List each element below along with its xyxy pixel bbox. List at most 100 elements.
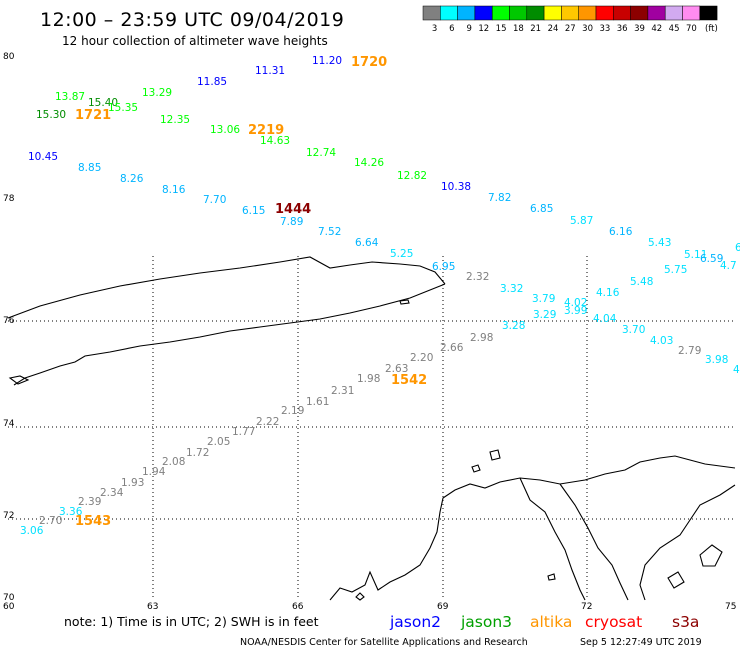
legend-label: 6 — [449, 24, 454, 34]
swh-observation: 3.98 — [705, 354, 728, 366]
swh-observation: 1.72 — [186, 447, 209, 459]
swh-observation: 1.77 — [232, 426, 255, 438]
swh-observation: 2.79 — [678, 345, 701, 357]
coastline — [7, 256, 736, 601]
footer-timestamp: Sep 5 12:27:49 UTC 2019 — [580, 637, 702, 648]
legend-swatch — [613, 5, 631, 21]
swh-observation: 3.29 — [533, 309, 556, 321]
legend-label: 9 — [466, 24, 471, 34]
lon-label-72: 72 — [581, 602, 592, 612]
legend-label: 15 — [496, 24, 507, 34]
legend-label: 24 — [548, 24, 559, 34]
swh-observation: 2.39 — [78, 496, 101, 508]
swh-observation: 4.16 — [596, 287, 620, 299]
swh-observation: 15.40 — [88, 97, 118, 109]
legend-swatch — [509, 5, 528, 21]
footer-agency: NOAA/NESDIS Center for Satellite Applica… — [240, 637, 528, 648]
swh-observation: 2.19 — [281, 405, 304, 417]
swh-observation: 8.16 — [162, 184, 186, 196]
legend-label: 70 — [686, 24, 697, 34]
satellite-legend-jason2: jason2 — [389, 613, 441, 631]
novaya-zemlya-north-coast — [7, 256, 446, 319]
swh-observation: 3.06 — [20, 525, 44, 537]
swh-observation: 15.35 — [108, 102, 138, 114]
footnote: note: 1) Time is in UTC; 2) SWH is in fe… — [64, 614, 319, 629]
legend-label: 12 — [478, 24, 489, 34]
legend-swatch — [543, 5, 562, 21]
lat-label-72: 72 — [3, 511, 14, 521]
legend-label: 3 — [432, 24, 437, 34]
swh-observation: 6.95 — [432, 261, 455, 273]
swh-observation: 5.43 — [648, 237, 671, 249]
mainland-inlet — [519, 477, 586, 601]
lon-labels: 60 63 66 69 72 75 — [3, 602, 736, 612]
swh-observation: 2.98 — [470, 332, 493, 344]
swh-observation: 4.03 — [650, 335, 673, 347]
swh-observation: 10.45 — [28, 151, 58, 163]
legend-swatch — [682, 5, 701, 21]
lon-label-66: 66 — [292, 602, 304, 612]
swh-observation: 6.64 — [355, 237, 379, 249]
island-south — [547, 573, 556, 581]
legend-swatch — [561, 5, 579, 21]
legend-swatch — [595, 5, 614, 21]
graticule — [8, 256, 735, 600]
lat-label-80: 80 — [3, 52, 15, 62]
mainland-coast — [329, 455, 736, 601]
lat-label-74: 74 — [3, 419, 15, 429]
orbit-number-label: 1721 — [75, 108, 111, 123]
swh-observation: 4.02 — [564, 297, 587, 309]
swh-observation: 13.29 — [142, 87, 172, 99]
island-small-1 — [8, 375, 30, 385]
swh-observation: 7.82 — [488, 192, 511, 204]
map-subtitle: 12 hour collection of altimeter wave hei… — [62, 34, 328, 48]
satellite-legend-cryosat: cryosat — [585, 613, 642, 631]
swh-observation: 12.82 — [397, 170, 427, 182]
swh-observation: 7.89 — [280, 216, 303, 228]
swh-observation: 2.31 — [331, 385, 354, 397]
swh-observation: 3.99 — [564, 305, 587, 317]
swh-observation: 13.87 — [55, 91, 85, 103]
swh-observation: 6.15 — [242, 205, 265, 217]
swh-observation: 11.31 — [255, 65, 285, 77]
swh-observation: 2.34 — [100, 487, 124, 499]
legend-label: 42 — [651, 24, 662, 34]
legend-label: 36 — [617, 24, 628, 34]
swh-observation: 2.08 — [162, 456, 185, 468]
swh-observation: 3.70 — [622, 324, 645, 336]
legend-label: 27 — [565, 24, 576, 34]
lat-label-78: 78 — [3, 194, 15, 204]
legend-swatch — [474, 5, 493, 21]
swh-observation: 6.85 — [530, 203, 553, 215]
swh-observation: 2.22 — [256, 416, 279, 428]
legend-label: 45 — [669, 24, 680, 34]
legend-swatch — [440, 5, 458, 21]
island-west — [355, 592, 365, 601]
orbit-number-label: 1543 — [75, 514, 111, 529]
orbit-number-label: 1720 — [351, 55, 387, 70]
legend-label: 39 — [634, 24, 645, 34]
swh-observation: 3.36 — [59, 506, 83, 518]
color-scale-legend: 3 6 9 12 15 18 21 24 27 30 33 36 39 42 45 70 — [422, 5, 718, 34]
coast-east — [639, 484, 736, 601]
satellite-legend-jason3: jason3 — [460, 613, 512, 631]
swh-observation: 6.16 — [609, 226, 633, 238]
swh-observation: 2.63 — [385, 363, 408, 375]
swh-observation: 2.05 — [207, 436, 230, 448]
legend-swatch — [578, 5, 597, 21]
swh-observation: 3.79 — [532, 293, 555, 305]
swh-observation: 6.59 — [700, 253, 723, 265]
swh-observation: 8.85 — [78, 162, 101, 174]
legend-swatch — [664, 5, 683, 21]
swh-observation: 7.52 — [318, 226, 341, 238]
swh-observation: 14.26 — [354, 157, 384, 169]
swh-observation: 11.85 — [197, 76, 227, 88]
lat-label-70: 70 — [3, 593, 15, 603]
swh-observation: 10.38 — [441, 181, 471, 193]
satellite-legend-s3a: s3a — [672, 613, 699, 631]
orbit-number-label: 2219 — [248, 123, 284, 138]
island-east-2 — [667, 571, 685, 589]
orbit-number-label: 1542 — [391, 373, 427, 388]
lon-label-75: 75 — [725, 602, 736, 612]
